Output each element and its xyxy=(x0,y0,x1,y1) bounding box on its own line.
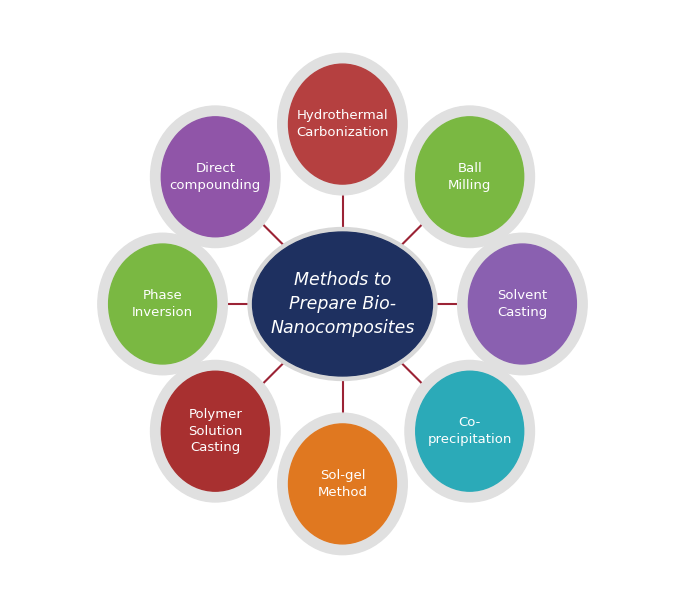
Text: Co-
precipitation: Co- precipitation xyxy=(427,416,512,446)
Ellipse shape xyxy=(109,244,216,364)
Ellipse shape xyxy=(253,232,432,376)
Ellipse shape xyxy=(416,371,523,491)
Text: Sol-gel
Method: Sol-gel Method xyxy=(318,469,367,499)
Ellipse shape xyxy=(288,424,397,544)
Text: Methods to
Prepare Bio-
Nanocomposites: Methods to Prepare Bio- Nanocomposites xyxy=(271,271,414,337)
Text: Phase
Inversion: Phase Inversion xyxy=(132,289,193,319)
Text: Direct
compounding: Direct compounding xyxy=(170,162,261,192)
Ellipse shape xyxy=(162,371,269,491)
Ellipse shape xyxy=(405,361,534,502)
Ellipse shape xyxy=(277,413,408,554)
Ellipse shape xyxy=(469,244,576,364)
Ellipse shape xyxy=(458,233,587,375)
Ellipse shape xyxy=(98,233,227,375)
Text: Polymer
Solution
Casting: Polymer Solution Casting xyxy=(188,408,242,454)
Ellipse shape xyxy=(151,361,280,502)
Text: Hydrothermal
Carbonization: Hydrothermal Carbonization xyxy=(296,109,389,139)
Text: Ball
Milling: Ball Milling xyxy=(448,162,491,192)
Text: Solvent
Casting: Solvent Casting xyxy=(497,289,547,319)
Ellipse shape xyxy=(151,106,280,247)
Ellipse shape xyxy=(162,117,269,237)
Ellipse shape xyxy=(405,106,534,247)
Ellipse shape xyxy=(248,227,437,381)
Ellipse shape xyxy=(288,64,397,184)
Ellipse shape xyxy=(277,54,408,195)
Ellipse shape xyxy=(416,117,523,237)
